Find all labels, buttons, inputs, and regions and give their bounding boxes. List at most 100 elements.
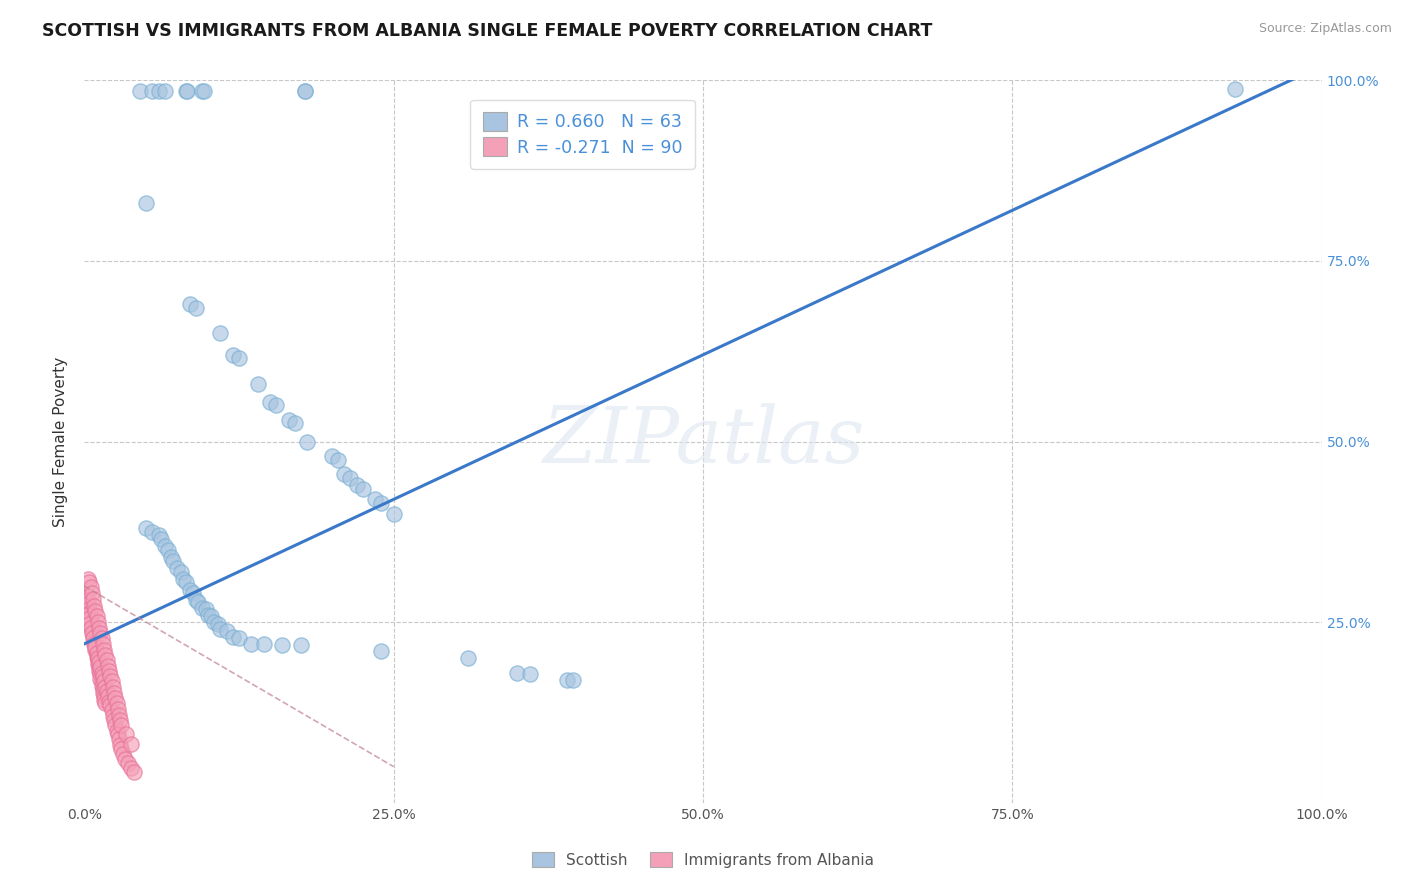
Point <box>77 597 100 611</box>
Y-axis label: Single Female Poverty: Single Female Poverty <box>53 357 69 526</box>
Point <box>94 696 117 710</box>
Point <box>82 624 104 638</box>
Point <box>284 417 307 431</box>
Point <box>179 297 201 311</box>
Point <box>200 609 222 624</box>
Point <box>84 638 107 652</box>
Point <box>82 631 104 645</box>
Point <box>90 674 112 689</box>
Point <box>84 640 107 655</box>
Point <box>104 691 127 706</box>
Point <box>91 637 114 651</box>
Point <box>101 680 124 694</box>
Point <box>153 539 176 553</box>
Point <box>87 657 110 671</box>
Text: SCOTTISH VS IMMIGRANTS FROM ALBANIA SINGLE FEMALE POVERTY CORRELATION CHART: SCOTTISH VS IMMIGRANTS FROM ALBANIA SING… <box>42 22 932 40</box>
Point <box>97 658 120 673</box>
Point <box>94 680 117 694</box>
Point <box>105 723 128 738</box>
Point <box>370 496 392 510</box>
Point <box>105 696 128 710</box>
Point <box>264 398 287 412</box>
Point <box>90 665 112 680</box>
Point <box>84 642 107 657</box>
Point <box>83 637 105 651</box>
Point <box>104 718 127 732</box>
Point <box>191 84 214 98</box>
Point <box>135 521 157 535</box>
Point <box>122 765 145 780</box>
Point <box>110 738 132 752</box>
Point <box>82 592 104 607</box>
Text: Source: ZipAtlas.com: Source: ZipAtlas.com <box>1258 22 1392 36</box>
Point <box>89 655 111 669</box>
Point <box>79 581 101 595</box>
Point <box>79 602 101 616</box>
Point <box>259 394 281 409</box>
Point <box>97 689 120 703</box>
Point <box>87 653 110 667</box>
Point <box>253 637 276 651</box>
Legend: Scottish, Immigrants from Albania: Scottish, Immigrants from Albania <box>524 845 882 875</box>
Point <box>86 609 108 624</box>
Point <box>80 586 103 600</box>
Point <box>79 607 101 621</box>
Point <box>91 686 114 700</box>
Point <box>89 660 111 674</box>
Point <box>89 667 111 681</box>
Point <box>153 84 176 98</box>
Point <box>91 669 114 683</box>
Point <box>87 651 110 665</box>
Point <box>148 84 170 98</box>
Point <box>352 482 374 496</box>
Point <box>184 593 207 607</box>
Point <box>197 607 219 622</box>
Point <box>89 621 111 635</box>
Point <box>222 348 245 362</box>
Point <box>117 756 139 770</box>
Point <box>93 674 115 689</box>
Point <box>120 737 142 751</box>
Point <box>370 644 392 658</box>
Point <box>174 84 197 98</box>
Point <box>83 631 105 645</box>
Point <box>76 607 98 622</box>
Point <box>191 600 214 615</box>
Point <box>519 667 541 681</box>
Point <box>240 637 263 651</box>
Point <box>96 683 118 698</box>
Point <box>228 351 250 366</box>
Point <box>93 642 115 657</box>
Point <box>115 727 138 741</box>
Point <box>79 609 101 624</box>
Point <box>160 550 183 565</box>
Legend: R = 0.660   N = 63, R = -0.271  N = 90: R = 0.660 N = 63, R = -0.271 N = 90 <box>471 100 695 169</box>
Point <box>562 673 585 687</box>
Point <box>148 528 170 542</box>
Point <box>91 681 114 696</box>
Point <box>79 575 101 590</box>
Point <box>82 628 104 642</box>
Point <box>321 449 343 463</box>
Point <box>246 376 269 391</box>
Point <box>162 554 184 568</box>
Point <box>382 507 405 521</box>
Point <box>110 718 132 732</box>
Point <box>76 590 98 604</box>
Point <box>108 732 131 747</box>
Point <box>157 542 180 557</box>
Point <box>294 84 316 98</box>
Point <box>222 630 245 644</box>
Text: ZIPatlas: ZIPatlas <box>541 403 865 480</box>
Point <box>77 572 100 586</box>
Point <box>294 84 316 98</box>
Point <box>170 565 193 579</box>
Point <box>457 651 479 665</box>
Point <box>93 689 115 703</box>
Point <box>83 599 105 614</box>
Point <box>89 626 111 640</box>
Point <box>290 638 312 652</box>
Point <box>114 752 136 766</box>
Point <box>79 616 101 631</box>
Point <box>120 761 142 775</box>
